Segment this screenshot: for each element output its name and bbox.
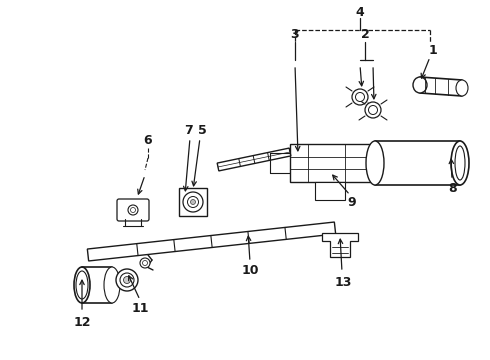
Ellipse shape <box>352 89 368 105</box>
Text: 4: 4 <box>356 5 365 18</box>
Ellipse shape <box>368 105 377 114</box>
Polygon shape <box>87 222 336 261</box>
Ellipse shape <box>74 267 90 303</box>
Text: 3: 3 <box>290 28 298 41</box>
Ellipse shape <box>188 197 198 207</box>
Ellipse shape <box>365 102 381 118</box>
Ellipse shape <box>76 271 88 299</box>
Polygon shape <box>315 182 345 200</box>
Ellipse shape <box>456 80 468 96</box>
Text: 1: 1 <box>429 44 438 57</box>
Ellipse shape <box>120 273 134 287</box>
Ellipse shape <box>366 141 384 185</box>
Ellipse shape <box>104 267 120 303</box>
Text: 7: 7 <box>184 123 193 136</box>
Text: 2: 2 <box>361 28 369 41</box>
Text: 12: 12 <box>73 315 91 328</box>
Ellipse shape <box>455 146 465 180</box>
Ellipse shape <box>191 199 196 204</box>
Text: 9: 9 <box>348 195 356 208</box>
Text: 11: 11 <box>131 302 149 315</box>
Text: 13: 13 <box>334 275 352 288</box>
Ellipse shape <box>451 141 469 185</box>
Text: 5: 5 <box>197 123 206 136</box>
Ellipse shape <box>143 261 147 266</box>
Text: 6: 6 <box>144 134 152 147</box>
Ellipse shape <box>116 269 138 291</box>
Ellipse shape <box>183 192 203 212</box>
Ellipse shape <box>130 207 136 212</box>
FancyBboxPatch shape <box>290 144 375 182</box>
Ellipse shape <box>128 205 138 215</box>
Polygon shape <box>322 233 358 257</box>
Polygon shape <box>217 148 291 171</box>
Ellipse shape <box>140 258 150 268</box>
Ellipse shape <box>413 77 427 93</box>
FancyBboxPatch shape <box>117 199 149 221</box>
Text: 8: 8 <box>449 181 457 194</box>
Ellipse shape <box>123 276 130 284</box>
Text: 10: 10 <box>241 264 259 276</box>
FancyBboxPatch shape <box>179 188 207 216</box>
Ellipse shape <box>356 93 365 102</box>
